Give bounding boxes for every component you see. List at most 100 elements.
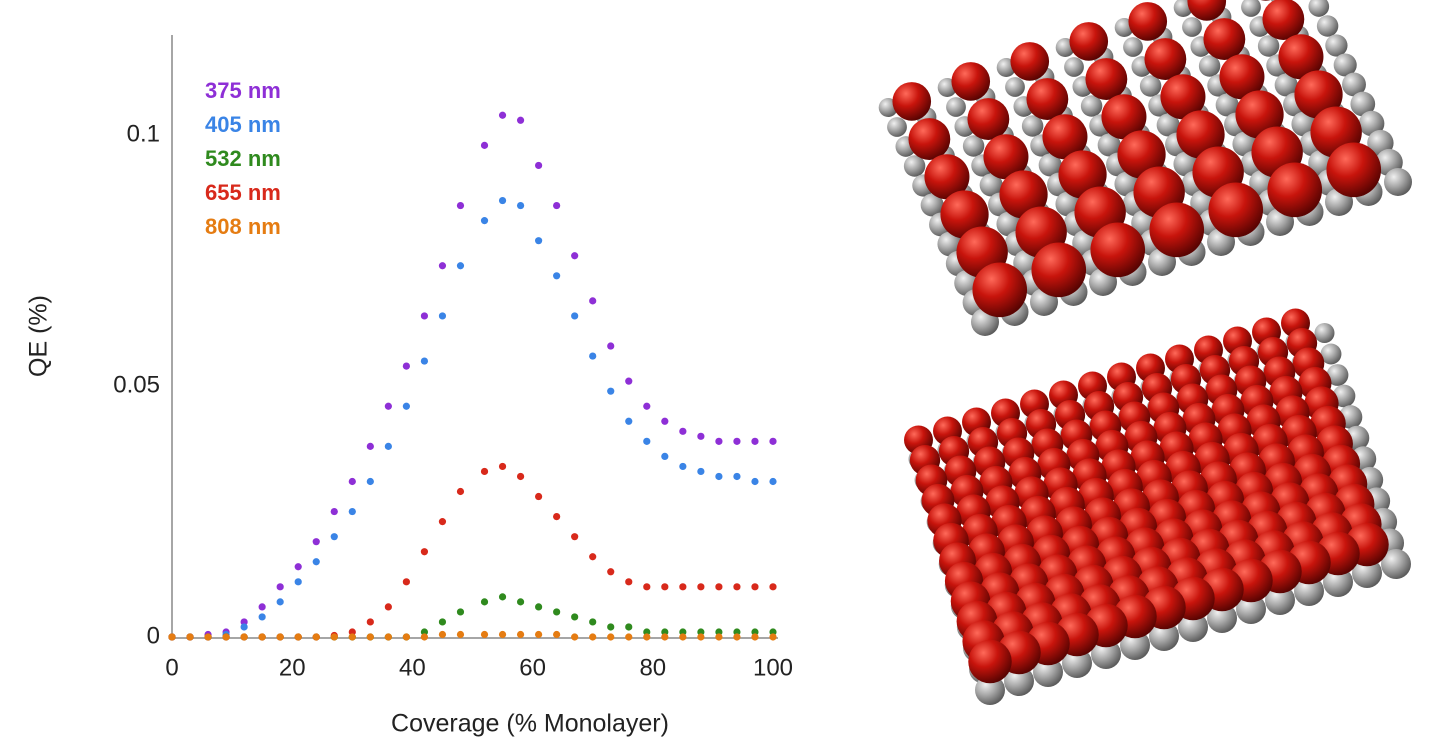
adatom <box>1203 18 1245 60</box>
point <box>661 633 668 640</box>
x-axis-title: Coverage (% Monolayer) <box>391 710 669 738</box>
point <box>367 443 374 450</box>
point <box>697 468 704 475</box>
point <box>607 633 614 640</box>
point <box>277 633 284 640</box>
point <box>535 631 542 638</box>
point <box>481 598 488 605</box>
point <box>697 633 704 640</box>
point <box>313 558 320 565</box>
point <box>535 603 542 610</box>
atom <box>1005 77 1025 97</box>
x-tick-label: 100 <box>753 654 793 681</box>
adatom <box>1128 2 1167 41</box>
point <box>535 162 542 169</box>
point <box>277 583 284 590</box>
point <box>643 633 650 640</box>
point <box>499 197 506 204</box>
point <box>331 533 338 540</box>
point <box>403 633 410 640</box>
point <box>457 488 464 495</box>
point <box>259 613 266 620</box>
adatom <box>1267 163 1322 218</box>
page: {"chart_data": {"type": "scatter", "xlab… <box>0 0 1430 747</box>
point <box>403 403 410 410</box>
point <box>625 578 632 585</box>
point <box>769 478 776 485</box>
x-tick-label: 80 <box>639 654 666 681</box>
figure: Coverage (% Monolayer) QE (%) 00.050.102… <box>0 0 1430 747</box>
point <box>313 633 320 640</box>
point <box>553 272 560 279</box>
point <box>715 583 722 590</box>
point <box>481 217 488 224</box>
point <box>517 473 524 480</box>
adatom <box>1026 78 1068 120</box>
point <box>697 583 704 590</box>
point <box>715 438 722 445</box>
point <box>517 631 524 638</box>
point <box>535 493 542 500</box>
point <box>222 633 229 640</box>
series <box>168 197 776 641</box>
illustration <box>879 0 1412 705</box>
point <box>517 598 524 605</box>
adatom <box>951 62 990 101</box>
point <box>204 633 211 640</box>
y-tick-label: 0.05 <box>113 372 160 399</box>
point <box>259 633 266 640</box>
point <box>457 631 464 638</box>
y-tick-label: 0 <box>147 622 160 649</box>
point <box>385 443 392 450</box>
point <box>625 633 632 640</box>
point <box>517 117 524 124</box>
x-tick-label: 0 <box>165 654 178 681</box>
point <box>715 473 722 480</box>
point <box>439 312 446 319</box>
point <box>517 202 524 209</box>
point <box>589 618 596 625</box>
adatom <box>1326 143 1381 198</box>
point <box>607 388 614 395</box>
point <box>553 513 560 520</box>
point <box>331 633 338 640</box>
point <box>349 508 356 515</box>
point <box>421 312 428 319</box>
point <box>571 312 578 319</box>
point <box>421 357 428 364</box>
legend-label: 655 nm <box>205 180 281 205</box>
point <box>733 473 740 480</box>
point <box>499 593 506 600</box>
point <box>679 583 686 590</box>
point <box>499 631 506 638</box>
point <box>403 363 410 370</box>
point <box>733 438 740 445</box>
point <box>679 463 686 470</box>
legend-label: 808 nm <box>205 214 281 239</box>
adatom <box>1010 42 1049 81</box>
atom <box>946 97 966 117</box>
point <box>661 418 668 425</box>
adatom <box>1069 22 1108 61</box>
y-axis-title: QE (%) <box>25 295 53 377</box>
point <box>643 583 650 590</box>
point <box>367 478 374 485</box>
point <box>186 633 193 640</box>
point <box>481 142 488 149</box>
point <box>679 633 686 640</box>
point <box>277 598 284 605</box>
legend-label: 405 nm <box>205 112 281 137</box>
point <box>553 202 560 209</box>
point <box>367 633 374 640</box>
point <box>295 633 302 640</box>
point <box>385 603 392 610</box>
point <box>589 297 596 304</box>
atom <box>1308 0 1329 17</box>
adatom <box>1208 183 1263 238</box>
point <box>715 633 722 640</box>
point <box>295 563 302 570</box>
point <box>661 453 668 460</box>
point <box>403 578 410 585</box>
point <box>439 262 446 269</box>
point <box>481 631 488 638</box>
